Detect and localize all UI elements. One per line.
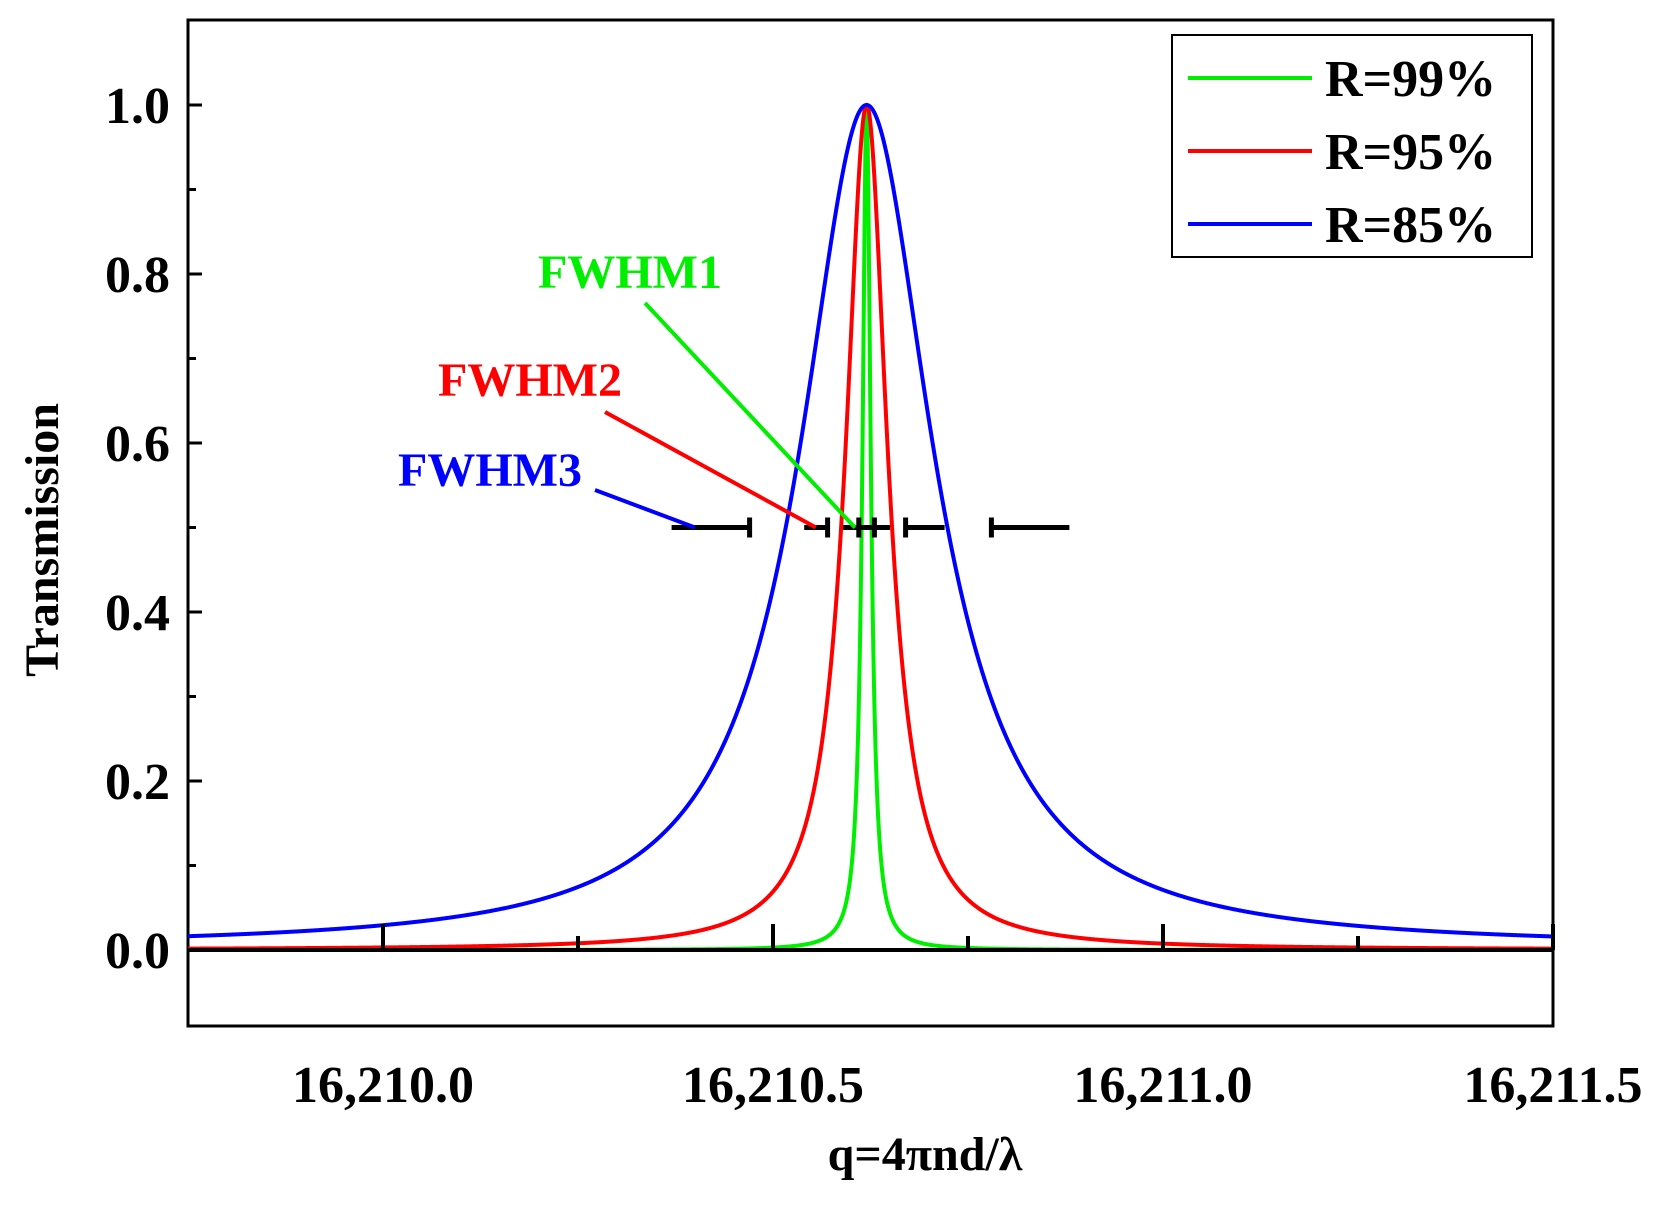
y-tick-label-1: 0.2	[105, 754, 170, 811]
y-axis-label: Transmission	[16, 403, 69, 677]
fwhm3-leader	[594, 488, 696, 530]
x-tick-label-3: 16,211.5	[1463, 1057, 1642, 1114]
legend-box	[1171, 34, 1533, 258]
legend: R=99% R=95% R=85%	[1171, 34, 1533, 258]
plot-frame	[186, 18, 1555, 1028]
x-tick-label-2: 16,211.0	[1073, 1057, 1252, 1114]
y-tick-label-3: 0.6	[105, 416, 170, 473]
legend-label-2: R=95%	[1325, 124, 1496, 181]
fwhm1-leader	[643, 301, 857, 529]
fwhm2-label: FWHM2	[438, 354, 622, 407]
y-tick-label-4: 0.8	[105, 247, 170, 304]
fwhm-layer: FWHM1 FWHM2 FWHM3	[398, 246, 1070, 538]
legend-label-1: R=99%	[1325, 51, 1496, 108]
y-tick-label-0: 0.0	[105, 923, 170, 980]
fwhm1-label: FWHM1	[538, 246, 722, 299]
legend-label-3: R=85%	[1325, 197, 1496, 254]
series-line-2	[188, 102, 1553, 951]
x-tick-label-0: 16,210.0	[292, 1057, 474, 1114]
y-tick-label-2: 0.4	[105, 585, 170, 642]
fwhm2-leader	[604, 410, 817, 530]
x-tick-label-1: 16,210.5	[682, 1057, 864, 1114]
axes-layer: 16,210.0 16,210.5 16,211.0 16,211.5 0.0 0.2 0.…	[105, 78, 1643, 1114]
series-line-3	[188, 102, 1553, 939]
y-tick-label-5: 1.0	[105, 78, 170, 135]
fwhm3-label: FWHM3	[398, 444, 582, 497]
x-axis-label: q=4πnd/λ	[828, 1128, 1023, 1181]
